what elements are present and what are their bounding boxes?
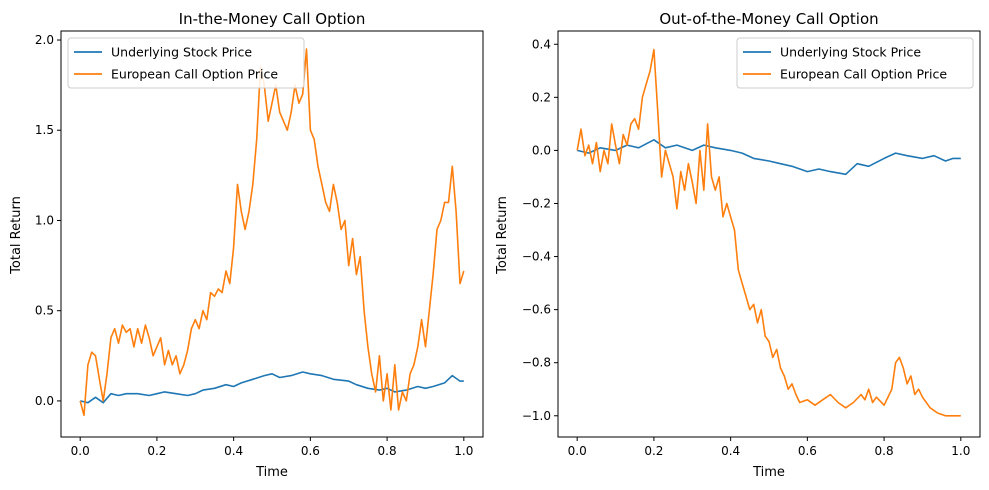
legend-box xyxy=(67,37,305,89)
legend: Underlying Stock Price European Call Opti… xyxy=(736,37,974,89)
y-tick-label: 1.5 xyxy=(35,123,54,137)
y-axis-label: Total Return xyxy=(495,196,510,275)
x-tick-label: 1.0 xyxy=(454,444,473,458)
legend-label-0: Underlying Stock Price xyxy=(780,45,921,60)
y-tick-label: −0.2 xyxy=(522,196,551,210)
chart-in-the-money: In-the-Money Call Option 0.0 0.2 0.4 0.6 0.8… xyxy=(9,10,484,480)
y-tick-label: 1.0 xyxy=(35,213,54,227)
legend-box xyxy=(736,37,974,89)
x-tick-label: 0.6 xyxy=(798,444,817,458)
y-tick-label: −0.8 xyxy=(522,356,551,370)
axes xyxy=(57,30,484,441)
x-tick-label: 0.2 xyxy=(644,444,663,458)
x-tick-label: 0.4 xyxy=(224,444,243,458)
axes xyxy=(554,30,981,441)
chart-out-of-the-money: Out-of-the-Money Call Option 0.0 0.2 0.4 0.… xyxy=(495,10,981,480)
x-tick-label: 0.0 xyxy=(71,444,90,458)
y-tick-label: −1.0 xyxy=(522,409,551,423)
x-tick-label: 0.4 xyxy=(721,444,740,458)
x-tick-label: 0.2 xyxy=(147,444,166,458)
tick-labels: 0.0 0.2 0.4 0.6 0.8 1.0 −1.0 −0.8 −0.6 −0.4 −0.2 0.… xyxy=(522,37,971,458)
chart-title: Out-of-the-Money Call Option xyxy=(659,10,878,28)
legend-label-1: European Call Option Price xyxy=(111,67,278,82)
plot-frame xyxy=(60,30,484,438)
x-axis-label: Time xyxy=(255,465,288,480)
x-tick-label: 0.0 xyxy=(568,444,587,458)
series-line-1 xyxy=(79,48,465,417)
plot-frame xyxy=(557,30,981,438)
y-tick-label: 0.4 xyxy=(532,37,551,51)
y-tick-label: 0.5 xyxy=(35,304,54,318)
tick-labels: 0.0 0.2 0.4 0.6 0.8 1.0 0.0 0.5 1.0 1.5 2.0 xyxy=(35,33,473,458)
y-tick-label: 0.0 xyxy=(35,394,54,408)
y-tick-label: 0.2 xyxy=(532,90,551,104)
x-tick-label: 0.6 xyxy=(301,444,320,458)
series-lines xyxy=(79,48,465,417)
y-axis-label: Total Return xyxy=(9,196,24,275)
y-tick-label: 0.0 xyxy=(532,143,551,157)
x-tick-label: 1.0 xyxy=(951,444,970,458)
x-tick-label: 0.8 xyxy=(875,444,894,458)
y-tick-label: −0.4 xyxy=(522,250,551,264)
legend: Underlying Stock Price European Call Opti… xyxy=(67,37,305,89)
x-tick-label: 0.8 xyxy=(378,444,397,458)
y-tick-label: 2.0 xyxy=(35,33,54,47)
series-line-1 xyxy=(576,48,961,417)
series-line-0 xyxy=(577,139,961,176)
legend-label-0: Underlying Stock Price xyxy=(111,45,252,60)
legend-label-1: European Call Option Price xyxy=(780,67,947,82)
series-lines xyxy=(576,48,961,417)
x-axis-label: Time xyxy=(752,465,785,480)
chart-title: In-the-Money Call Option xyxy=(179,10,366,28)
y-tick-label: −0.6 xyxy=(522,303,551,317)
